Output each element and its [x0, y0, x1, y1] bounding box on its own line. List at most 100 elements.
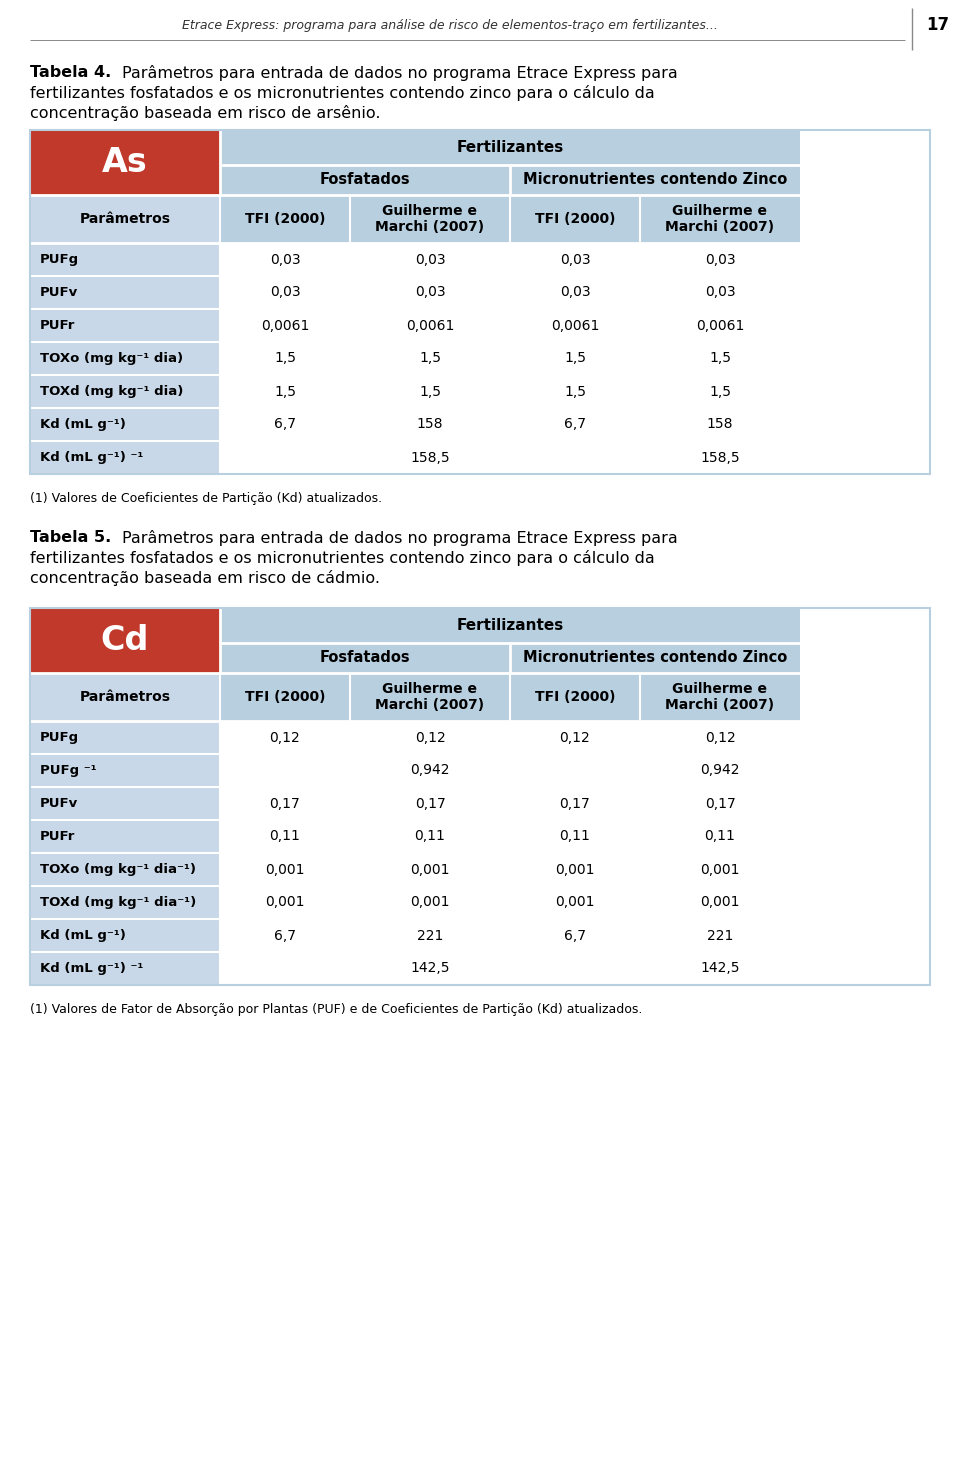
Text: 0,0061: 0,0061: [551, 318, 599, 333]
Text: As: As: [102, 146, 148, 180]
Text: 221: 221: [707, 928, 733, 943]
Text: 0,001: 0,001: [700, 896, 740, 909]
Bar: [220, 165, 510, 194]
Bar: [640, 194, 800, 243]
Bar: [30, 919, 220, 952]
Text: 1,5: 1,5: [564, 352, 586, 365]
Text: 0,12: 0,12: [560, 731, 590, 744]
Text: 0,03: 0,03: [415, 252, 445, 267]
Bar: [30, 243, 220, 275]
Text: TFI (2000): TFI (2000): [535, 689, 615, 704]
Bar: [220, 194, 350, 243]
Text: Fertilizantes: Fertilizantes: [456, 140, 564, 155]
Bar: [220, 408, 350, 440]
Bar: [510, 673, 640, 720]
Bar: [510, 165, 800, 194]
Bar: [30, 673, 220, 720]
Bar: [220, 440, 350, 474]
Text: Guilherme e
Marchi (2007): Guilherme e Marchi (2007): [665, 203, 775, 234]
Bar: [30, 952, 220, 985]
Text: 0,17: 0,17: [705, 797, 735, 810]
Text: Parâmetros: Parâmetros: [80, 212, 171, 225]
Text: TOXo (mg kg⁻¹ dia⁻¹): TOXo (mg kg⁻¹ dia⁻¹): [40, 863, 196, 876]
Bar: [640, 342, 800, 376]
Text: (1) Valores de Fator de Absorção por Plantas (PUF) e de Coeficientes de Partição: (1) Valores de Fator de Absorção por Pla…: [30, 1003, 642, 1016]
Text: 0,17: 0,17: [270, 797, 300, 810]
Bar: [510, 376, 640, 408]
Bar: [640, 309, 800, 342]
Text: 0,0061: 0,0061: [406, 318, 454, 333]
Bar: [350, 720, 510, 754]
Bar: [640, 243, 800, 275]
Bar: [640, 440, 800, 474]
Bar: [30, 820, 220, 853]
Bar: [510, 885, 640, 919]
Bar: [30, 885, 220, 919]
Bar: [510, 919, 640, 952]
Text: Kd (mL g⁻¹): Kd (mL g⁻¹): [40, 929, 126, 943]
Bar: [220, 885, 350, 919]
Text: TOXo (mg kg⁻¹ dia): TOXo (mg kg⁻¹ dia): [40, 352, 183, 365]
Bar: [220, 820, 350, 853]
Bar: [510, 754, 640, 787]
Text: Fertilizantes: Fertilizantes: [456, 619, 564, 633]
Text: 0,001: 0,001: [555, 896, 595, 909]
Bar: [350, 952, 510, 985]
Text: 0,03: 0,03: [270, 286, 300, 299]
Bar: [350, 853, 510, 885]
Bar: [30, 853, 220, 885]
Bar: [350, 243, 510, 275]
Text: Fosfatados: Fosfatados: [320, 651, 410, 666]
Bar: [510, 243, 640, 275]
Bar: [350, 309, 510, 342]
Text: 0,17: 0,17: [415, 797, 445, 810]
Text: TFI (2000): TFI (2000): [245, 212, 325, 225]
Bar: [350, 408, 510, 440]
Text: TFI (2000): TFI (2000): [245, 689, 325, 704]
Bar: [30, 787, 220, 820]
Text: PUFr: PUFr: [40, 320, 76, 331]
Text: 6,7: 6,7: [274, 928, 296, 943]
Text: fertilizantes fosfatados e os micronutrientes contendo zinco para o cálculo da: fertilizantes fosfatados e os micronutri…: [30, 549, 655, 566]
Text: 1,5: 1,5: [419, 352, 441, 365]
Bar: [30, 754, 220, 787]
Bar: [30, 440, 220, 474]
Text: fertilizantes fosfatados e os micronutrientes contendo zinco para o cálculo da: fertilizantes fosfatados e os micronutri…: [30, 85, 655, 102]
Text: Kd (mL g⁻¹): Kd (mL g⁻¹): [40, 418, 126, 432]
Bar: [220, 720, 350, 754]
Bar: [350, 194, 510, 243]
Bar: [350, 376, 510, 408]
Bar: [510, 408, 640, 440]
Text: Parâmetros para entrada de dados no programa Etrace Express para: Parâmetros para entrada de dados no prog…: [122, 65, 678, 81]
Text: concentração baseada em risco de arsênio.: concentração baseada em risco de arsênio…: [30, 105, 380, 121]
Bar: [30, 275, 220, 309]
Bar: [510, 309, 640, 342]
Bar: [350, 919, 510, 952]
Text: Kd (mL g⁻¹) ⁻¹: Kd (mL g⁻¹) ⁻¹: [40, 451, 143, 464]
Text: 0,001: 0,001: [700, 863, 740, 876]
Bar: [350, 754, 510, 787]
Bar: [640, 408, 800, 440]
Text: Tabela 5.: Tabela 5.: [30, 530, 111, 545]
Text: PUFv: PUFv: [40, 286, 79, 299]
Text: 158,5: 158,5: [410, 451, 450, 464]
Text: Tabela 4.: Tabela 4.: [30, 65, 111, 80]
Text: 158: 158: [417, 417, 444, 432]
Text: 6,7: 6,7: [564, 928, 586, 943]
Text: 0,17: 0,17: [560, 797, 590, 810]
Text: 0,11: 0,11: [415, 829, 445, 844]
Bar: [30, 130, 220, 194]
Text: 0,11: 0,11: [705, 829, 735, 844]
Bar: [220, 754, 350, 787]
Bar: [30, 720, 220, 754]
Bar: [220, 275, 350, 309]
Text: PUFg: PUFg: [40, 731, 79, 744]
Bar: [640, 787, 800, 820]
Text: 0,001: 0,001: [265, 896, 304, 909]
Text: PUFr: PUFr: [40, 829, 76, 843]
Bar: [640, 919, 800, 952]
Text: 0,001: 0,001: [410, 896, 449, 909]
Text: Fosfatados: Fosfatados: [320, 172, 410, 187]
Bar: [220, 673, 350, 720]
Bar: [510, 853, 640, 885]
